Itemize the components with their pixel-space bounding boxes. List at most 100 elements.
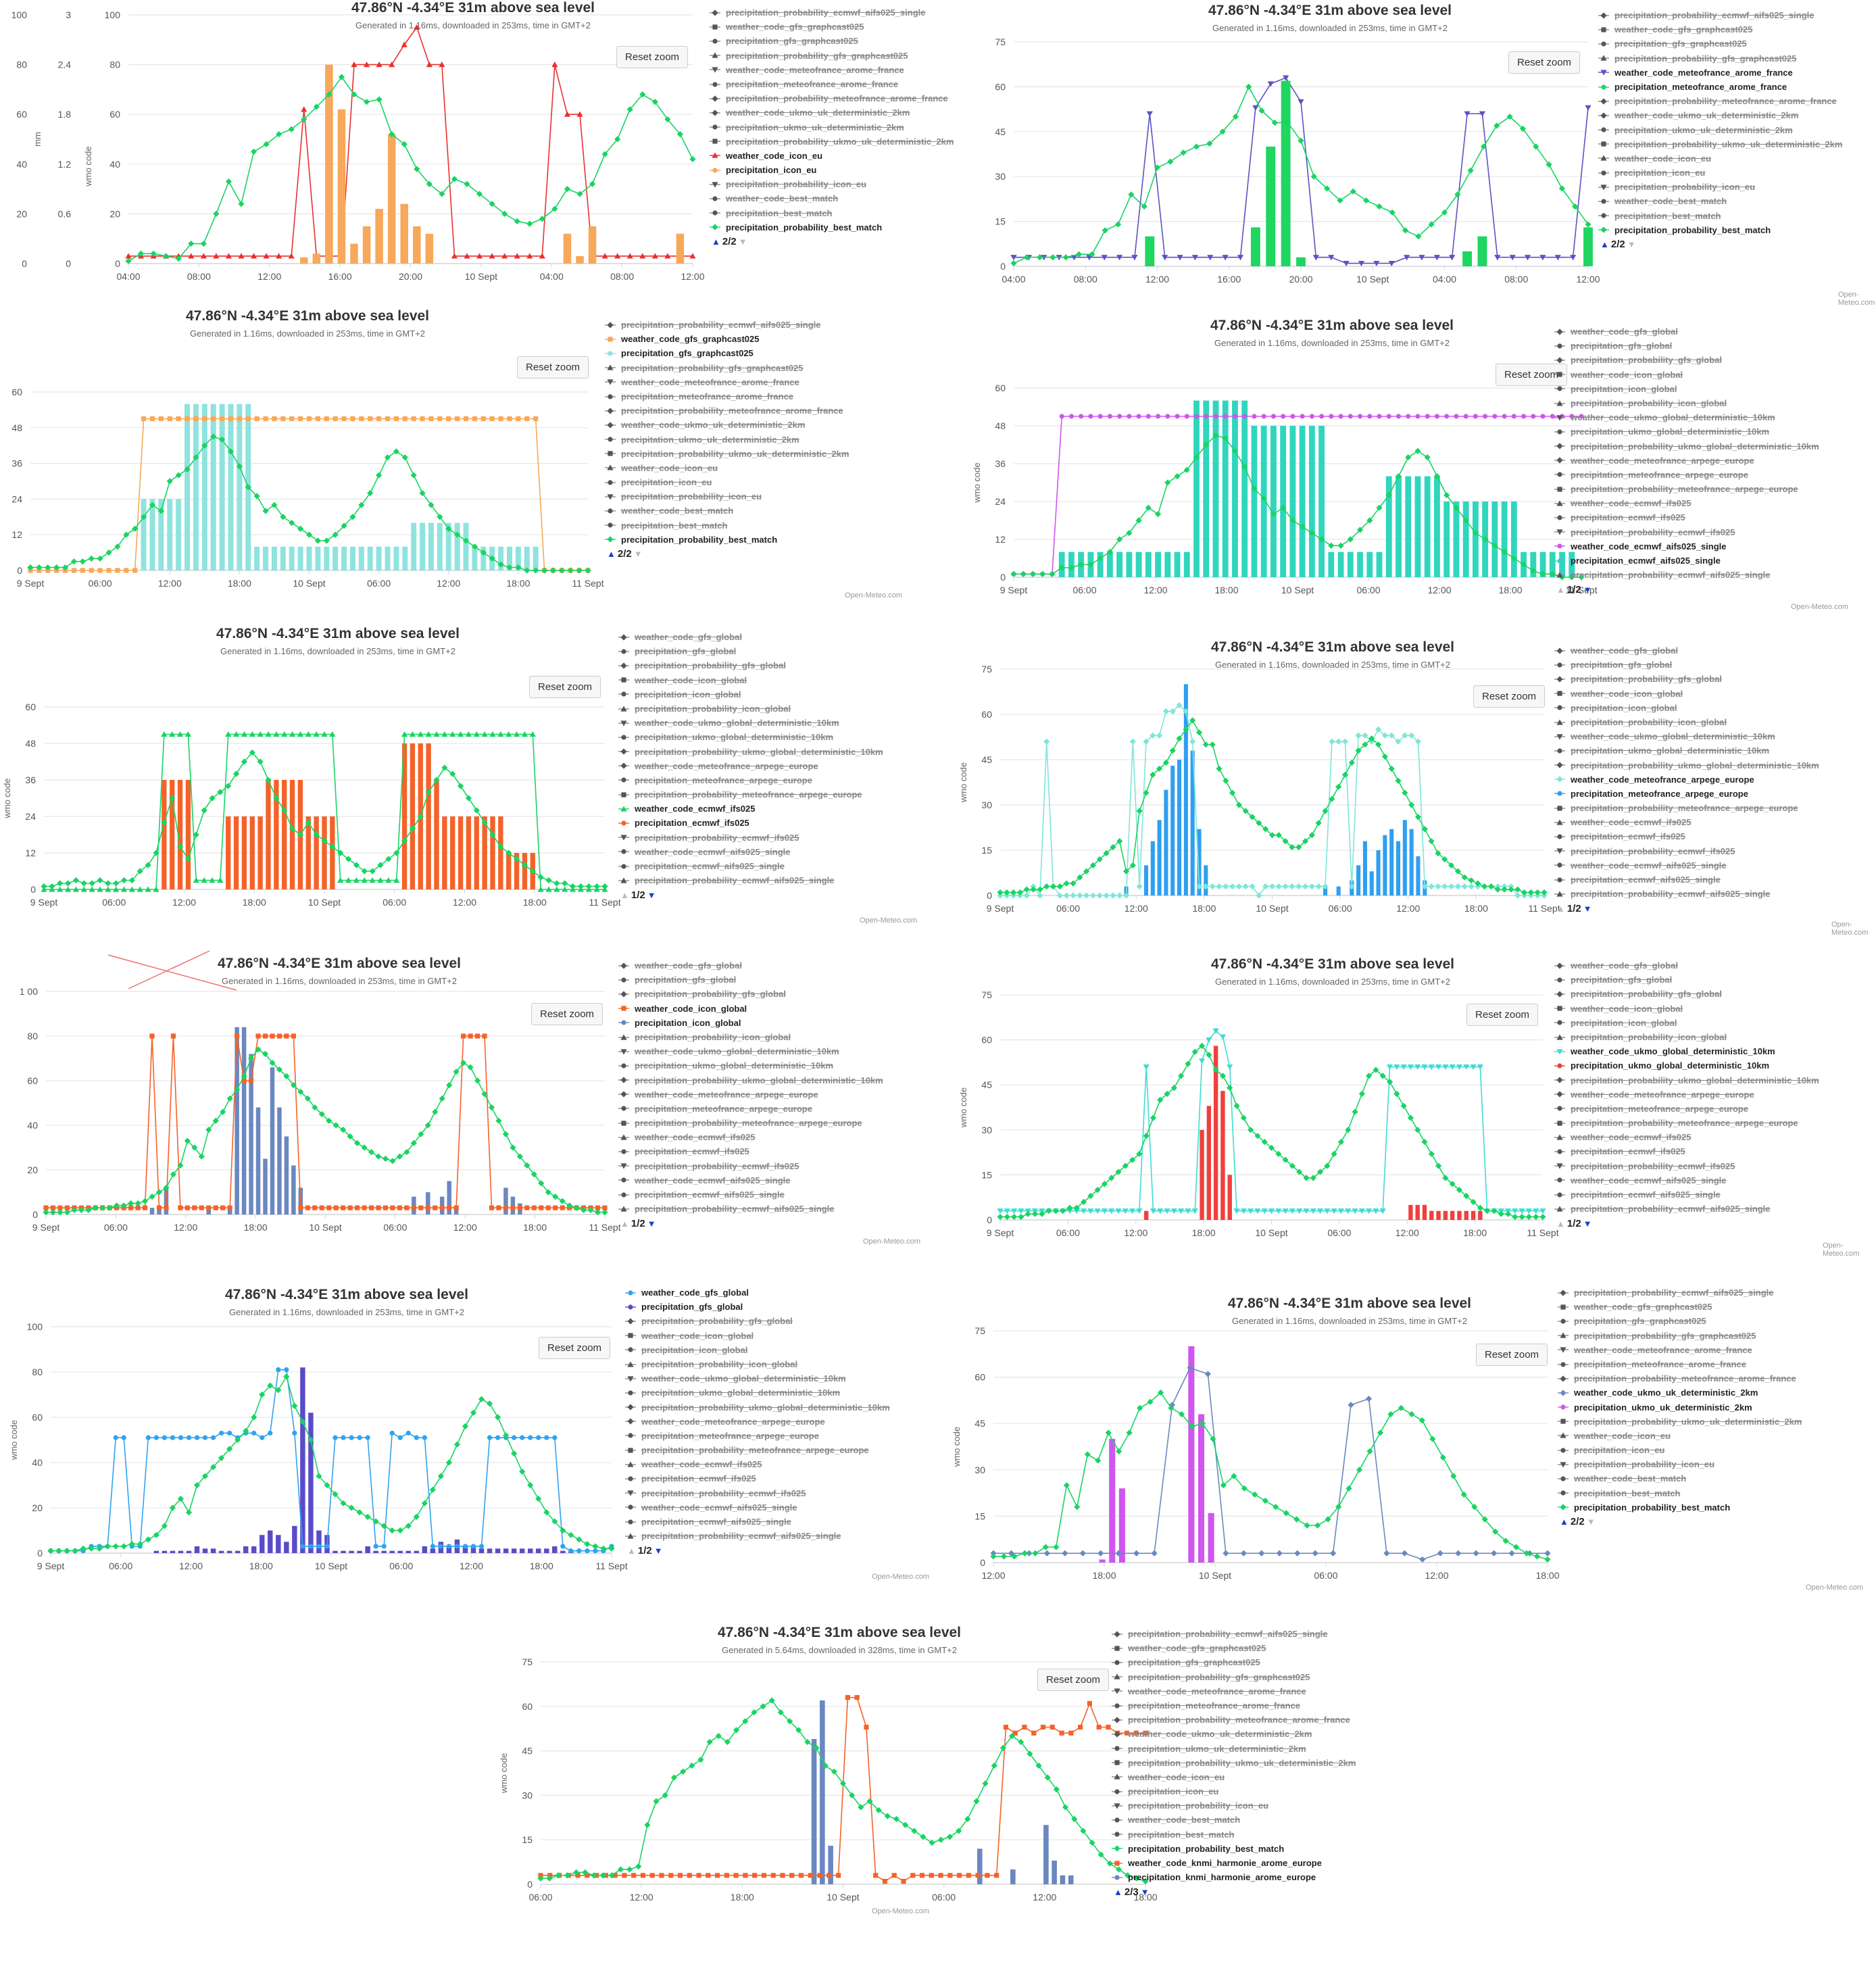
legend-item[interactable]: precipitation_probability_ukmo_global_de… xyxy=(618,745,883,759)
legend-item[interactable]: precipitation_ukmo_uk_deterministic_2km xyxy=(605,433,849,447)
legend-item[interactable]: precipitation_ukmo_uk_deterministic_2km xyxy=(1598,123,1842,137)
legend-item[interactable]: weather_code_ukmo_global_deterministic_1… xyxy=(618,716,883,730)
legend-item[interactable]: weather_code_ecmwf_ifs025 xyxy=(1554,1130,1819,1144)
legend-item[interactable]: precipitation_ecmwf_ifs025 xyxy=(618,1144,883,1158)
legend-item[interactable]: precipitation_probability_icon_eu xyxy=(605,489,849,504)
legend-item[interactable]: weather_code_icon_eu xyxy=(1112,1770,1356,1784)
legend-item[interactable]: precipitation_probability_meteofrance_ar… xyxy=(618,1116,883,1130)
legend-item[interactable]: weather_code_meteofrance_arome_france xyxy=(605,375,849,389)
legend-item[interactable]: precipitation_probability_ukmo_global_de… xyxy=(625,1400,890,1415)
legend-item[interactable]: weather_code_ecmwf_aifs025_single xyxy=(625,1500,890,1515)
legend-item[interactable]: precipitation_icon_global xyxy=(618,1016,883,1030)
legend-item[interactable]: precipitation_meteofrance_arpege_europe xyxy=(1554,787,1819,801)
credit-link[interactable]: Open-Meteo.com xyxy=(1823,1242,1860,1258)
legend-item[interactable]: precipitation_probability_best_match xyxy=(605,533,849,547)
legend-item[interactable]: precipitation_ecmwf_aifs025_single xyxy=(1554,873,1819,887)
pager-up-arrow-icon[interactable]: ▲ xyxy=(620,889,629,900)
legend-item[interactable]: precipitation_probability_meteofrance_ar… xyxy=(1554,1116,1819,1130)
legend-item[interactable]: weather_code_meteofrance_arome_france xyxy=(1598,66,1842,80)
legend-item[interactable]: precipitation_probability_best_match xyxy=(1558,1500,1802,1515)
legend-item[interactable]: weather_code_best_match xyxy=(605,504,849,518)
legend-item[interactable]: precipitation_best_match xyxy=(1112,1827,1356,1842)
legend-item[interactable]: weather_code_knmi_harmonie_arome_europe xyxy=(1112,1856,1356,1870)
legend-item[interactable]: precipitation_best_match xyxy=(605,518,849,533)
legend-item[interactable]: precipitation_ecmwf_ifs025 xyxy=(625,1471,890,1486)
legend-item[interactable]: weather_code_gfs_global xyxy=(1554,324,1819,339)
credit-link[interactable]: Open-Meteo.com xyxy=(845,591,902,599)
legend-item[interactable]: weather_code_icon_eu xyxy=(605,461,849,475)
legend-item[interactable]: precipitation_meteofrance_arome_france xyxy=(710,77,954,91)
legend-item[interactable]: weather_code_ecmwf_ifs025 xyxy=(1554,815,1819,829)
legend-item[interactable]: precipitation_probability_meteofrance_ar… xyxy=(1598,94,1842,108)
legend-item[interactable]: precipitation_ecmwf_aifs025_single xyxy=(618,859,883,873)
legend-item[interactable]: weather_code_ukmo_uk_deterministic_2km xyxy=(710,105,954,120)
reset-zoom-button[interactable]: Reset zoom xyxy=(616,46,689,68)
legend-item[interactable]: precipitation_meteofrance_arome_france xyxy=(1598,80,1842,94)
legend-item[interactable]: precipitation_gfs_graphcast025 xyxy=(605,346,849,360)
legend-item[interactable]: precipitation_best_match xyxy=(1598,209,1842,223)
reset-zoom-button[interactable]: Reset zoom xyxy=(1466,1004,1539,1026)
legend-item[interactable]: weather_code_icon_eu xyxy=(1598,151,1842,166)
legend-item[interactable]: precipitation_probability_ecmwf_aifs025_… xyxy=(1558,1285,1802,1300)
legend-item[interactable]: weather_code_meteofrance_arome_france xyxy=(1558,1343,1802,1357)
legend-item[interactable]: weather_code_gfs_graphcast025 xyxy=(1598,22,1842,36)
legend-item[interactable]: weather_code_ecmwf_ifs025 xyxy=(618,1130,883,1144)
pager-up-arrow-icon[interactable]: ▲ xyxy=(1600,239,1609,250)
pager-down-arrow-icon[interactable]: ▼ xyxy=(738,237,747,247)
legend-item[interactable]: precipitation_probability_ukmo_global_de… xyxy=(1554,758,1819,772)
legend-item[interactable]: precipitation_probability_ecmwf_aifs025_… xyxy=(1112,1627,1356,1641)
legend-item[interactable]: precipitation_ukmo_global_deterministic_… xyxy=(1554,743,1819,758)
credit-link[interactable]: Open-Meteo.com xyxy=(872,1573,929,1581)
legend-item[interactable]: precipitation_probability_meteofrance_ar… xyxy=(1112,1713,1356,1727)
credit-link[interactable]: Open-Meteo.com xyxy=(863,1237,920,1246)
legend-item[interactable]: precipitation_gfs_graphcast025 xyxy=(1112,1655,1356,1669)
legend-item[interactable]: precipitation_probability_best_match xyxy=(1598,223,1842,237)
legend-item[interactable]: weather_code_ukmo_uk_deterministic_2km xyxy=(1598,108,1842,122)
legend-item[interactable]: precipitation_probability_ecmwf_ifs025 xyxy=(1554,1159,1819,1173)
legend-item[interactable]: weather_code_ecmwf_aifs025_single xyxy=(1554,1173,1819,1187)
legend-item[interactable]: weather_code_gfs_graphcast025 xyxy=(1558,1300,1802,1314)
reset-zoom-button[interactable]: Reset zoom xyxy=(1476,1344,1548,1366)
credit-link[interactable]: Open-Meteo.com xyxy=(1806,1584,1863,1592)
legend-item[interactable]: weather_code_ecmwf_aifs025_single xyxy=(1554,858,1819,873)
legend-item[interactable]: weather_code_meteofrance_arpege_europe xyxy=(618,759,883,773)
pager-up-arrow-icon[interactable]: ▲ xyxy=(627,1545,636,1556)
legend-item[interactable]: weather_code_meteofrance_arpege_europe xyxy=(1554,1087,1819,1102)
reset-zoom-button[interactable]: Reset zoom xyxy=(517,356,589,378)
legend-item[interactable]: precipitation_probability_ukmo_uk_determ… xyxy=(1598,137,1842,151)
pager-up-arrow-icon[interactable]: ▲ xyxy=(1556,1218,1565,1229)
legend-item[interactable]: precipitation_probability_gfs_global xyxy=(618,658,883,672)
pager-down-arrow-icon[interactable]: ▼ xyxy=(1627,239,1636,250)
legend-item[interactable]: weather_code_best_match xyxy=(1558,1471,1802,1486)
credit-link[interactable]: Open-Meteo.com xyxy=(872,1907,929,1915)
legend-item[interactable]: weather_code_ukmo_global_deterministic_1… xyxy=(625,1371,890,1385)
legend-item[interactable]: precipitation_probability_icon_eu xyxy=(710,177,954,191)
legend-item[interactable]: weather_code_icon_global xyxy=(1554,368,1819,382)
legend-item[interactable]: precipitation_probability_icon_global xyxy=(618,1030,883,1044)
pager-down-arrow-icon[interactable]: ▼ xyxy=(1583,1218,1592,1229)
legend-item[interactable]: precipitation_probability_gfs_global xyxy=(625,1314,890,1328)
legend-item[interactable]: precipitation_meteofrance_arpege_europe xyxy=(625,1429,890,1443)
legend-item[interactable]: precipitation_meteofrance_arome_france xyxy=(605,389,849,403)
legend-item[interactable]: weather_code_ecmwf_ifs025 xyxy=(625,1457,890,1471)
legend-item[interactable]: precipitation_gfs_global xyxy=(618,973,883,987)
legend-item[interactable]: precipitation_ukmo_uk_deterministic_2km xyxy=(1112,1742,1356,1756)
legend-item[interactable]: precipitation_probability_icon_global xyxy=(1554,396,1819,410)
reset-zoom-button[interactable]: Reset zoom xyxy=(539,1337,611,1359)
legend-item[interactable]: precipitation_icon_eu xyxy=(710,163,954,177)
legend-item[interactable]: precipitation_probability_gfs_global xyxy=(1554,987,1819,1001)
legend-item[interactable]: precipitation_probability_ukmo_uk_determ… xyxy=(1112,1756,1356,1770)
legend-item[interactable]: precipitation_ukmo_global_deterministic_… xyxy=(618,730,883,744)
legend-item[interactable]: precipitation_probability_ecmwf_ifs025 xyxy=(618,831,883,845)
legend-item[interactable]: weather_code_gfs_graphcast025 xyxy=(710,20,954,34)
legend-item[interactable]: precipitation_meteofrance_arome_france xyxy=(1558,1357,1802,1371)
pager-down-arrow-icon[interactable]: ▼ xyxy=(1583,584,1592,595)
legend-item[interactable]: weather_code_icon_eu xyxy=(710,149,954,163)
pager-down-arrow-icon[interactable]: ▼ xyxy=(1140,1886,1150,1897)
legend-item[interactable]: precipitation_icon_global xyxy=(1554,701,1819,715)
legend-item[interactable]: precipitation_probability_ecmwf_ifs025 xyxy=(1554,525,1819,539)
legend-item[interactable]: weather_code_icon_global xyxy=(618,1002,883,1016)
pager-down-arrow-icon[interactable]: ▼ xyxy=(1583,903,1592,914)
legend-item[interactable]: precipitation_probability_ecmwf_ifs025 xyxy=(1554,844,1819,858)
legend-item[interactable]: precipitation_probability_icon_global xyxy=(1554,1030,1819,1044)
